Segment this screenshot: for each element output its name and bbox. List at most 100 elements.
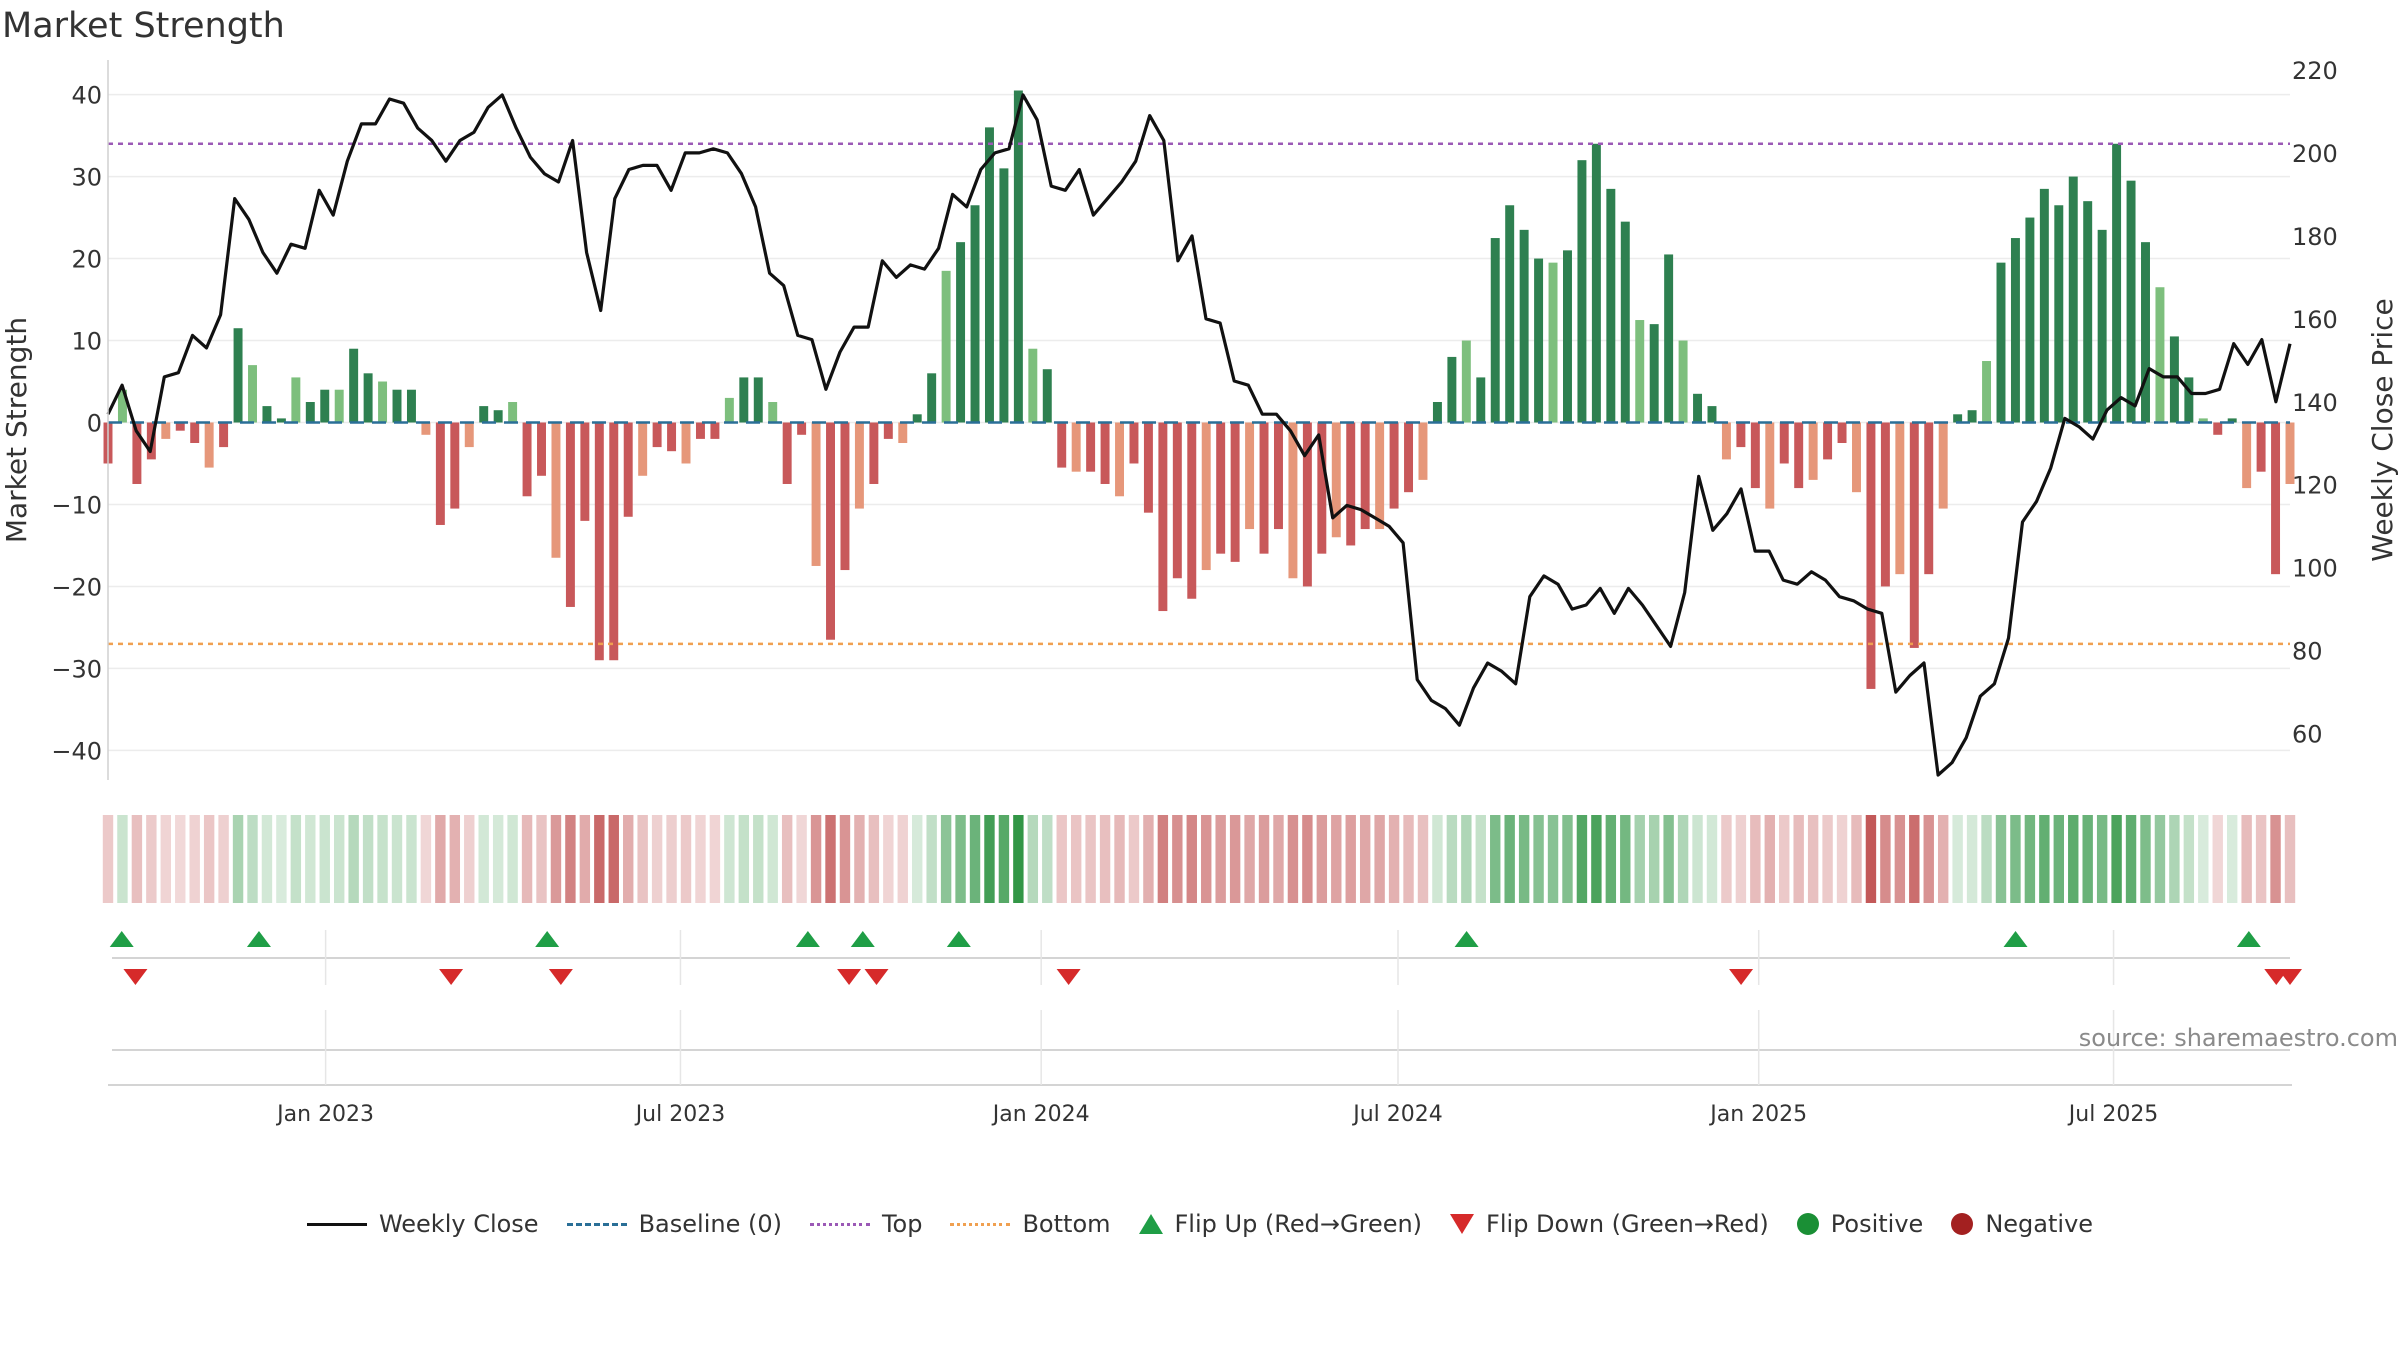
strength-bar [392, 389, 402, 423]
strip-cell [796, 815, 807, 903]
x-tick-label: Jan 2025 [1708, 1102, 1807, 1127]
strength-bar [623, 422, 633, 517]
strip-cell [1562, 815, 1573, 903]
legend-weekly-close-label: Weekly Close [378, 1210, 539, 1238]
strength-bar [2010, 238, 2020, 423]
flip-up-marker [109, 931, 134, 947]
strength-bar [1823, 422, 1833, 460]
strip-cell [2082, 815, 2093, 903]
flip-markers [109, 931, 2302, 985]
strip-cell [1923, 815, 1934, 903]
strip-cell [146, 815, 157, 903]
strip-cell [550, 815, 562, 903]
strength-bar [854, 422, 864, 509]
bottom-line-icon [950, 1222, 1011, 1226]
strip-cell [1201, 815, 1212, 903]
strip-cell [594, 815, 605, 903]
strip-cell [1229, 815, 1241, 903]
strip-cell [1822, 815, 1833, 903]
strength-bar [1216, 422, 1226, 554]
strip-cell [377, 815, 388, 903]
strength-bar [1013, 90, 1023, 423]
strength-bar [262, 406, 272, 423]
strength-bar [565, 422, 575, 607]
legend-top: Top [809, 1210, 922, 1238]
strength-bar [1707, 406, 1717, 423]
strength-bar [1187, 422, 1197, 599]
strip-cell [348, 815, 359, 903]
strength-bar [1129, 422, 1139, 464]
strength-bar [1346, 422, 1356, 546]
strength-bar [2141, 242, 2150, 423]
strength-bar [1563, 250, 1572, 423]
y2-tick-label: 120 [2292, 472, 2338, 500]
strength-bar [464, 422, 474, 448]
strip-cell [926, 815, 937, 903]
strength-bar [1982, 361, 1992, 423]
strength-bar [1794, 422, 1804, 489]
strip-cell [883, 815, 894, 903]
strip-cell [1937, 815, 1949, 903]
strength-bar [1028, 348, 1038, 423]
strength-bar [1736, 422, 1746, 448]
strip-cell [1981, 815, 1992, 903]
strength-bar [1404, 422, 1414, 493]
strip-cell [2198, 815, 2209, 903]
y-tick-label: −30 [51, 655, 102, 683]
strength-bar [291, 377, 301, 423]
strip-cell [1591, 815, 1602, 903]
strip-cell [1143, 815, 1154, 903]
strength-bar [710, 422, 720, 439]
strip-cell [1620, 815, 1631, 903]
legend: Weekly Close Baseline (0) Top Bottom Fli… [0, 1210, 2400, 1238]
price-series [106, 93, 2292, 777]
strip-cell [608, 815, 619, 903]
strip-cell [232, 815, 244, 903]
x-tick-label: Jul 2025 [2067, 1102, 2159, 1127]
strength-bar [667, 422, 677, 452]
strength-bar [117, 389, 127, 423]
strength-bar [1086, 422, 1096, 472]
strip-cell [1070, 815, 1082, 903]
y2-tick-label: 220 [2292, 57, 2338, 85]
strength-bar [927, 373, 937, 423]
strip-cell [2284, 815, 2296, 903]
strip-cell [521, 815, 533, 903]
y-tick-label: 30 [71, 164, 102, 192]
strip-cell [825, 815, 836, 903]
strip-cell [1172, 815, 1183, 903]
strip-cell [102, 815, 114, 903]
left-y-axis: 40 30 20 10 0 −10 −20 −30 −40 [51, 60, 109, 780]
strength-bar [2169, 336, 2179, 423]
strength-bar [1938, 422, 1948, 509]
strip-cell [247, 815, 258, 903]
strength-bars [103, 90, 2295, 689]
strip-cell [2068, 815, 2079, 903]
strength-bar [406, 389, 416, 423]
strip-cell [2183, 815, 2195, 903]
flip-up-marker [795, 931, 820, 947]
strip-cell [478, 815, 489, 903]
strip-cell [2140, 815, 2151, 903]
strip-cell [492, 815, 504, 903]
flip-down-marker [548, 969, 573, 985]
strength-bar [580, 422, 590, 521]
flip-down-marker [837, 969, 862, 985]
strip-cell [1547, 815, 1559, 903]
strength-bar [739, 377, 749, 423]
strip-cell [2039, 815, 2050, 903]
flip-down-marker [439, 969, 464, 985]
weekly-close-line [106, 93, 2292, 777]
strip-cell [839, 815, 851, 903]
strip-cell [2270, 815, 2281, 903]
strength-bar [421, 422, 431, 435]
strength-bar [175, 422, 185, 431]
strip-cell [1013, 815, 1024, 903]
legend-bottom-label: Bottom [1022, 1210, 1111, 1238]
strip-cell [1605, 815, 1617, 903]
strength-bar [522, 422, 532, 497]
strength-bar [1461, 340, 1471, 423]
x-tick-label: Jan 2023 [275, 1102, 374, 1127]
strip-cell [1114, 815, 1125, 903]
